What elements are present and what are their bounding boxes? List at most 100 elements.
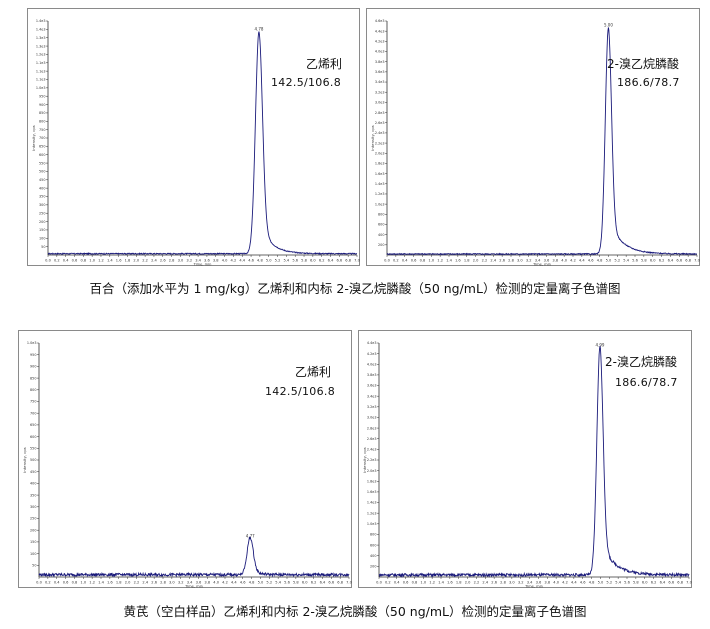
chromatogram-panel-2: 0.0 0.2 0.4 0.6 0.8 1.0 1.2 1.4 1.6 1.8 2.0 2.2 2.4 2…: [366, 8, 701, 267]
chromatogram-trace: [47, 31, 358, 256]
y-tick-label: 600: [39, 153, 45, 157]
x-tick-label: 5.8: [301, 259, 307, 263]
x-tick-label: 6.4: [328, 259, 334, 263]
chromatogram-trace: [38, 536, 350, 578]
chromatogram-svg-2: 0.0 0.2 0.4 0.6 0.8 1.0 1.2 1.4 1.6 1.8 2.0 2.2 2.4 2…: [370, 19, 701, 267]
x-tick-label: 0.6: [72, 259, 78, 263]
y-tick-label: 1.2e3: [36, 53, 46, 57]
y-tick-label: 450: [30, 470, 36, 474]
x-tick-label: 0.8: [72, 581, 78, 585]
x-tick-label: 6.2: [311, 581, 317, 585]
y-tick-label: 1.6e3: [375, 172, 385, 176]
y-axis-label: Intensity, cps: [370, 125, 375, 150]
x-tick-label: 2.4: [490, 259, 496, 263]
x-tick-label: 2.6: [151, 581, 157, 585]
x-tick-label: 3.2: [178, 581, 184, 585]
x-tick-label: 0.8: [80, 259, 86, 263]
y-tick-label: 2.0e3: [375, 151, 385, 155]
x-tick-label: 4.2: [231, 259, 237, 263]
x-tick-label: 0.8: [420, 259, 426, 263]
y-tick-label: 2.6e3: [367, 437, 377, 441]
x-tick-label: 4.6: [588, 259, 594, 263]
x-tick-label: 5.8: [293, 581, 299, 585]
x-tick-label: 5.4: [615, 581, 621, 585]
x-tick-label: 6.0: [650, 259, 656, 263]
x-tick-label: 4.4: [231, 581, 237, 585]
y-tick-label: 4.2e3: [367, 352, 377, 356]
y-tick-label: 350: [39, 195, 45, 199]
x-tick-label: 1.0: [80, 581, 86, 585]
x-tick-label: 1.2: [437, 259, 443, 263]
x-tick-label: 0.6: [411, 259, 417, 263]
y-tick-label: 350: [30, 493, 36, 497]
x-tick-label: 0.0: [376, 581, 382, 585]
x-tick-label: 2.4: [142, 581, 148, 585]
y-tick-label: 750: [30, 400, 36, 404]
transition-label: 142.5/106.8: [271, 76, 341, 89]
x-tick-label: 4.6: [240, 581, 246, 585]
x-tick-label: 4.2: [570, 259, 576, 263]
y-tick-label: 3.2e3: [367, 405, 377, 409]
y-tick-label: 1.8e3: [367, 479, 377, 483]
x-tick-label: 3.4: [535, 259, 541, 263]
y-tick-label: 750: [39, 128, 45, 132]
chromatogram-panel-4: 0.0 0.2 0.4 0.6 0.8 1.0 1.2 1.4 1.6 1.8 2.0 2.2 2.4 2…: [358, 330, 693, 589]
x-tick-label: 6.4: [668, 259, 674, 263]
x-tick-label: 4.8: [597, 259, 603, 263]
chromatogram-panel-1: 0.0 0.2 0.4 0.6 0.8 1.0 1.2 1.4 1.6 1.8 2.0 2.2 2.4 2…: [27, 8, 361, 267]
x-tick-label: 0.6: [63, 581, 69, 585]
x-tick-label: 6.8: [345, 259, 351, 263]
x-tick-label: 2.0: [125, 581, 131, 585]
x-axis-label: Time, min: [193, 263, 212, 267]
x-tick-label: 1.8: [456, 581, 462, 585]
x-tick-label: 5.2: [614, 259, 620, 263]
peak-rt-label: 5.00: [604, 23, 613, 28]
x-tick-label: 1.6: [455, 259, 461, 263]
y-tick-label: 650: [30, 423, 36, 427]
x-tick-label: 6.4: [320, 581, 326, 585]
x-tick-label: 4.6: [580, 581, 586, 585]
x-tick-label: 6.6: [676, 259, 682, 263]
x-tick-label: 7.0: [686, 581, 692, 585]
x-tick-label: 5.0: [258, 581, 264, 585]
y-tick-label: 650: [39, 145, 45, 149]
x-tick-label: 6.2: [659, 259, 665, 263]
caption-top: 百合（添加水平为 1 mg/kg）乙烯利和内标 2-溴乙烷膦酸（50 ng/mL…: [89, 281, 621, 296]
x-tick-label: 6.0: [310, 259, 316, 263]
x-tick-label: 1.8: [125, 259, 131, 263]
x-tick-label: 1.0: [420, 581, 426, 585]
y-tick-label: 400: [30, 482, 36, 486]
x-tick-label: 3.8: [213, 259, 219, 263]
y-tick-label: 550: [39, 161, 45, 165]
x-tick-label: 0.4: [54, 581, 60, 585]
y-tick-label: 4.4e3: [367, 341, 377, 345]
x-axis-label: Time, min: [524, 585, 543, 589]
x-tick-label: 0.2: [393, 259, 399, 263]
y-tick-label: 600: [378, 223, 384, 227]
y-tick-label: 1.1e3: [36, 69, 46, 73]
y-tick-label: 3.0e3: [375, 101, 385, 105]
y-tick-label: 3.8e3: [367, 373, 377, 377]
transition-label: 186.6/78.7: [617, 76, 680, 89]
x-tick-label: 1.8: [464, 259, 470, 263]
x-tick-label: 4.2: [562, 581, 568, 585]
y-tick-label: 1.4e3: [375, 182, 385, 186]
x-tick-label: 5.2: [275, 259, 281, 263]
x-tick-label: 6.0: [302, 581, 308, 585]
x-tick-label: 3.0: [178, 259, 184, 263]
x-tick-label: 4.0: [561, 259, 567, 263]
y-axis-label: Intensity, cps: [31, 125, 36, 150]
x-tick-label: 3.6: [196, 581, 202, 585]
x-tick-label: 7.0: [694, 259, 700, 263]
y-tick-label: 500: [39, 170, 45, 174]
chromatogram-svg-1: 0.0 0.2 0.4 0.6 0.8 1.0 1.2 1.4 1.6 1.8 2.0 2.2 2.4 2…: [31, 19, 361, 267]
compound-label: 2-溴乙烷膦酸: [605, 355, 677, 369]
x-tick-label: 2.0: [473, 259, 479, 263]
y-tick-label: 1.1e3: [36, 61, 46, 65]
x-tick-label: 3.0: [169, 581, 175, 585]
x-axis-label: Time, min: [532, 263, 551, 267]
x-tick-label: 1.0: [428, 259, 434, 263]
y-tick-label: 2.0e3: [367, 469, 377, 473]
compound-label: 乙烯利: [306, 57, 343, 71]
y-tick-label: 2.4e3: [367, 448, 377, 452]
